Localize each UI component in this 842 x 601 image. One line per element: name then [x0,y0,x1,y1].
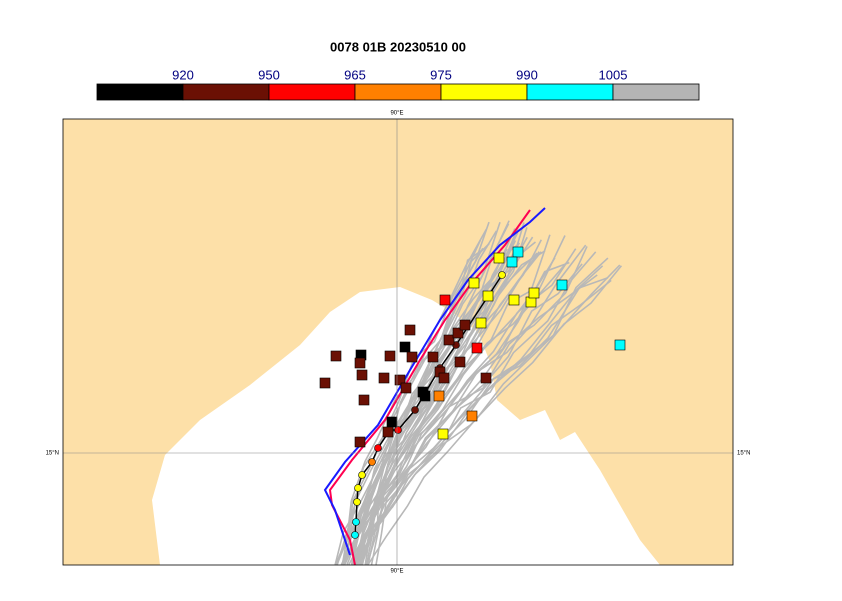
lat-label: 15°N [46,451,59,457]
ensemble-marker [475,317,487,329]
observed-point [351,531,359,539]
ensemble-marker [384,350,396,362]
ensemble-marker [439,294,451,306]
ensemble-marker [427,351,439,363]
colorbar-segment [182,83,270,101]
colorbar-label: 950 [258,67,280,82]
ensemble-marker [386,416,398,428]
ensemble-marker [459,319,471,331]
colorbar-label: 990 [516,67,538,82]
observed-point [394,426,402,434]
ensemble-marker [394,374,406,386]
ensemble-marker [454,356,466,368]
tracks [319,207,626,566]
lat-label: 15°N [737,451,750,457]
ensemble-marker [512,246,524,258]
colorbar-label: 965 [344,67,366,82]
ensemble-marker [358,394,370,406]
lon-label: 90°E [390,111,403,117]
ensemble-track [336,241,537,566]
ensemble-marker [466,410,478,422]
ensemble-marker [404,324,416,336]
ensemble-marker [437,428,449,440]
ensemble-marker [378,372,390,384]
ensemble-marker [330,350,342,362]
observed-point [353,498,361,506]
ensemble-marker [382,426,394,438]
ensemble-marker [528,287,540,299]
observed-point [411,406,419,414]
ensemble-marker [443,334,455,346]
ensemble-track [341,228,488,566]
colorbar-segment [526,83,614,101]
ensemble-marker [493,252,505,264]
observed-point [352,518,360,526]
map-frame [62,118,734,566]
colorbar-segment [268,83,356,101]
ensemble-marker [400,382,412,394]
colorbar-segment [354,83,442,101]
observed-point [374,444,382,452]
ensemble-track [350,247,484,566]
ensemble-track [367,264,621,566]
ensemble-marker [556,279,568,291]
ensemble-track [341,265,604,566]
ensemble-track [347,246,588,566]
ensemble-marker [433,390,445,402]
colorbar-segment [440,83,528,101]
ensemble-marker [452,327,464,339]
lon-label: 90°E [390,569,403,575]
colorbar-label: 1005 [599,67,628,82]
ensemble-marker [354,357,366,369]
observed-point [358,471,366,479]
ensemble-marker [354,436,366,448]
ensemble-track [341,274,598,566]
ensemble-marker [399,341,411,353]
ensemble-marker [468,277,480,289]
ensemble-marker [506,256,518,268]
ensemble-marker [356,369,368,381]
observed-point [354,484,362,492]
ensemble-marker [406,351,418,363]
observed-point [498,271,506,279]
track-blue [323,207,546,556]
colorbar-segment [96,83,184,101]
colorbar-segment [612,83,700,101]
ensemble-marker [525,296,537,308]
ensemble-marker [419,390,431,402]
ensemble-marker [480,372,492,384]
ensemble-track [354,251,597,566]
ensemble-track [351,263,583,566]
title: 0078 01B 20230510 00 [330,39,466,54]
observed-point [368,458,376,466]
ensemble-marker [471,342,483,354]
ensemble-marker [319,377,331,389]
colorbar-label: 920 [172,67,194,82]
ensemble-track [334,221,501,566]
ensemble-marker [438,372,450,384]
ensemble-marker [508,294,520,306]
colorbar-label: 975 [430,67,452,82]
colorbar: 920 950 965 975 990 1005 [96,67,700,101]
ensemble-marker [482,290,494,302]
ensemble-marker [614,339,626,351]
